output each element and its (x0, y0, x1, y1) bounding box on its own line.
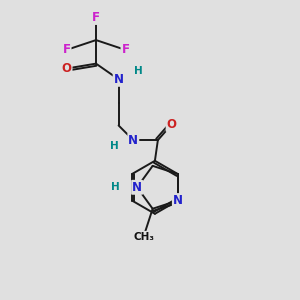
Text: F: F (92, 11, 100, 24)
Text: O: O (167, 118, 177, 131)
Text: N: N (114, 73, 124, 86)
Text: F: F (63, 44, 70, 56)
Text: H: H (110, 141, 119, 151)
Text: H: H (111, 182, 120, 192)
Text: F: F (122, 44, 130, 56)
Text: N: N (128, 134, 138, 147)
Text: N: N (173, 194, 183, 207)
Text: H: H (134, 67, 142, 76)
Text: CH₃: CH₃ (133, 232, 154, 242)
Text: N: N (132, 181, 142, 194)
Text: O: O (61, 62, 72, 75)
